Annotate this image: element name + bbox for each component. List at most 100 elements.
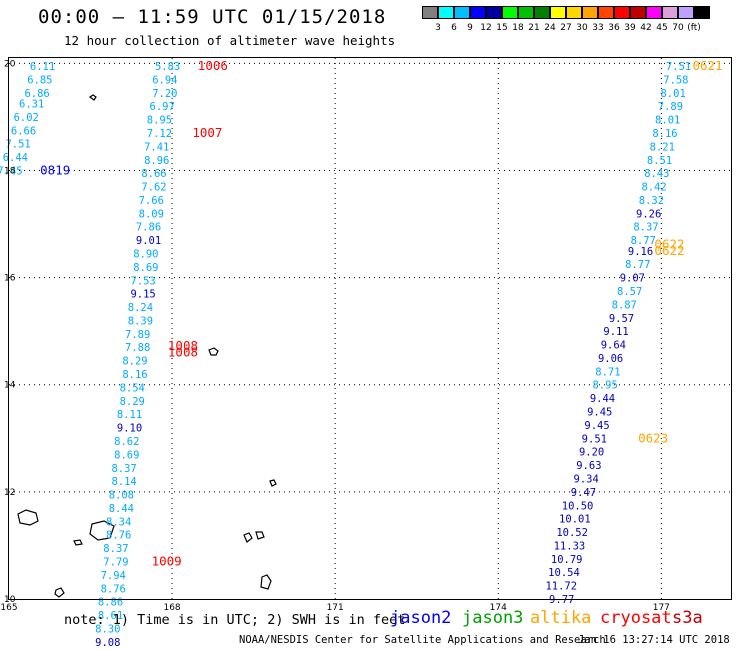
swh-value: 7.58 <box>663 74 688 86</box>
swh-value: 8.76 <box>101 583 126 595</box>
sat-legend-jason3: jason3 <box>462 608 524 628</box>
swh-value: 9.08 <box>95 637 120 649</box>
swh-value: 9.11 <box>603 326 628 338</box>
island-d <box>17 509 39 526</box>
island-c <box>269 479 277 487</box>
pass-time-label: 1007 <box>192 125 222 140</box>
pass-time-label: 1008 <box>168 338 198 353</box>
swh-value: 8.69 <box>133 262 158 274</box>
swh-value: 8.51 <box>647 155 672 167</box>
swh-value: 6.97 <box>150 101 175 113</box>
swh-value: 7.94 <box>101 570 126 582</box>
swh-value: 8.30 <box>95 623 120 635</box>
swh-value: 9.06 <box>598 353 623 365</box>
swh-value: 10.50 <box>562 500 594 512</box>
lat-tick-label: 10 <box>4 595 16 605</box>
swh-value: 8.71 <box>595 366 620 378</box>
color-scale-swatch <box>550 6 566 19</box>
track-177: 7.517.588.017.898.018.168.218.518.438.42… <box>545 61 691 606</box>
pass-time-label: 1006 <box>198 58 228 73</box>
swh-value: 7.51 <box>666 61 691 73</box>
swh-value: 8.29 <box>120 396 145 408</box>
swh-value: 9.10 <box>117 423 142 435</box>
color-scale-swatch <box>566 6 582 19</box>
color-scale-swatch <box>438 6 454 19</box>
sat-legend-cryosat: cryosat <box>600 608 672 628</box>
track-168: 5.836.94 7.206.97 8.957.127.41 8.968.66 7.62… <box>95 61 180 649</box>
swh-value: 8.42 <box>641 182 666 194</box>
color-scale-label: (ft) <box>687 23 701 33</box>
color-scale-label: 6 <box>451 23 457 33</box>
color-scale-swatch <box>694 6 710 19</box>
swh-value: 8.54 <box>120 382 145 394</box>
map-grid <box>9 58 732 599</box>
swh-value: 9.57 <box>609 313 634 325</box>
swh-value: 8.69 <box>114 449 139 461</box>
island-e <box>89 520 115 541</box>
color-scale-label: 33 <box>592 23 604 33</box>
color-scale-label: 27 <box>560 23 572 33</box>
color-scale-swatch <box>454 6 470 19</box>
sat-legend-s3a: s3a <box>672 608 703 628</box>
sat-legend-altika: altika <box>530 608 592 628</box>
lat-tick-label: 20 <box>4 59 16 69</box>
swh-value: 9.01 <box>136 235 161 247</box>
swh-value: 5.83 <box>155 61 180 73</box>
pass-time-label: 0622 <box>654 243 684 258</box>
color-scale-swatch <box>662 6 678 19</box>
swh-value: 9.26 <box>636 208 661 220</box>
swh-value: 8.57 <box>617 286 642 298</box>
color-scale-swatch <box>678 6 694 19</box>
swh-value: 7.20 <box>152 88 177 100</box>
lat-tick-label: 18 <box>4 166 16 176</box>
lon-tick-label: 177 <box>653 603 670 613</box>
swh-value: 8.90 <box>133 249 158 261</box>
swh-value: 9.64 <box>601 340 626 352</box>
swh-value: 7.88 <box>125 342 150 354</box>
swh-value: 6.31 <box>19 99 44 111</box>
island-b <box>208 347 219 356</box>
pass-time-label: 0621 <box>692 58 722 73</box>
swh-value: 8.76 <box>106 530 131 542</box>
color-scale-label: 9 <box>467 23 473 33</box>
swh-value: 8.34 <box>106 516 131 528</box>
color-scale-label: 24 <box>544 23 556 33</box>
islands <box>17 94 277 598</box>
color-scale-label: 30 <box>576 23 588 33</box>
swh-value: 9.20 <box>579 447 604 459</box>
swh-value: 11.33 <box>554 540 586 552</box>
page-title: 00:00 – 11:59 UTC 01/15/2018 <box>38 6 387 28</box>
color-scale-label: 18 <box>512 23 524 33</box>
swh-value: 9.15 <box>130 289 155 301</box>
page-subtitle: 12 hour collection of altimeter wave hei… <box>64 33 396 48</box>
color-scale-swatch <box>502 6 518 19</box>
swh-value: 8.95 <box>147 115 172 127</box>
swh-value: 6.85 <box>27 74 52 86</box>
swh-value: 7.41 <box>144 141 169 153</box>
swh-value: 8.37 <box>111 463 136 475</box>
swh-value: 8.29 <box>122 356 147 368</box>
pass-time-label: 1008 <box>168 345 198 360</box>
footer-timestamp: Jan 16 13:27:14 UTC 2018 <box>578 634 730 646</box>
color-scale-label: 15 <box>496 23 508 33</box>
color-scale-label: 45 <box>656 23 668 33</box>
swh-value: 10.52 <box>556 527 588 539</box>
swh-value: 8.16 <box>652 128 677 140</box>
swh-value: 11.72 <box>545 581 577 593</box>
swh-value: 8.16 <box>122 369 147 381</box>
swh-value: 6.11 <box>30 61 55 73</box>
swh-value: 8.39 <box>128 315 153 327</box>
swh-value: 7.89 <box>658 101 683 113</box>
island-g <box>243 532 253 543</box>
island-wake <box>88 94 97 101</box>
swh-value: 6.94 <box>152 74 177 86</box>
color-scale-label: 12 <box>480 23 492 33</box>
color-scale-label: 39 <box>624 23 636 33</box>
color-scale-label: 36 <box>608 23 620 33</box>
lat-tick-label: 16 <box>4 274 16 284</box>
swh-value: 8.24 <box>128 302 153 314</box>
lon-tick-label: 171 <box>327 603 344 613</box>
lat-tick-label: 12 <box>4 488 15 498</box>
